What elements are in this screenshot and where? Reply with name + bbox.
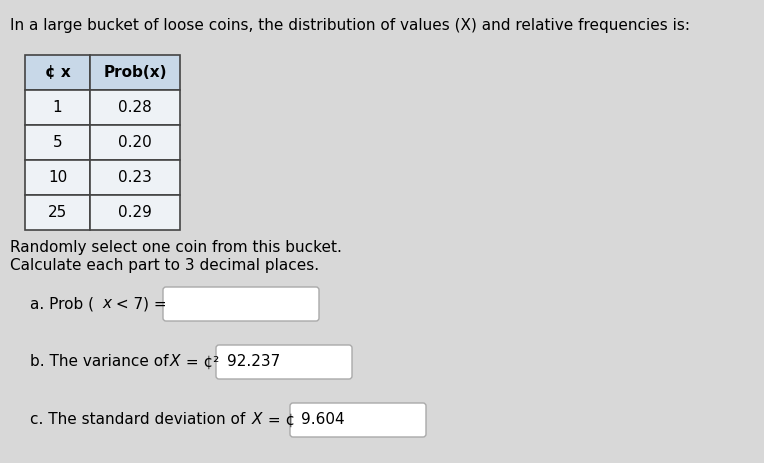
Text: Randomly select one coin from this bucket.: Randomly select one coin from this bucke…: [10, 240, 342, 255]
Text: 92.237: 92.237: [227, 355, 280, 369]
Text: c. The standard deviation of: c. The standard deviation of: [30, 413, 250, 427]
Text: 0.23: 0.23: [118, 170, 152, 185]
FancyBboxPatch shape: [163, 287, 319, 321]
FancyBboxPatch shape: [216, 345, 352, 379]
Text: 1: 1: [53, 100, 63, 115]
Text: In a large bucket of loose coins, the distribution of values (X) and relative fr: In a large bucket of loose coins, the di…: [10, 18, 690, 33]
Bar: [25, 90, 90, 125]
Text: 0.28: 0.28: [118, 100, 152, 115]
Text: 9.604: 9.604: [301, 413, 345, 427]
Bar: [25, 195, 90, 230]
Text: 10: 10: [48, 170, 67, 185]
Text: Calculate each part to 3 decimal places.: Calculate each part to 3 decimal places.: [10, 258, 319, 273]
Text: b. The variance of: b. The variance of: [30, 355, 173, 369]
Text: Prob(x): Prob(x): [103, 65, 167, 80]
Text: 25: 25: [48, 205, 67, 220]
Bar: [90, 195, 180, 230]
Text: = ¢²: = ¢²: [181, 355, 219, 369]
Bar: [90, 160, 180, 195]
Bar: [90, 55, 180, 90]
Bar: [25, 55, 90, 90]
Text: < 7) =: < 7) =: [111, 296, 167, 312]
Text: x: x: [102, 296, 111, 312]
Bar: [25, 125, 90, 160]
Bar: [90, 125, 180, 160]
Text: ¢ x: ¢ x: [44, 65, 70, 80]
Text: X: X: [170, 355, 180, 369]
Text: = ¢: = ¢: [263, 413, 295, 427]
Bar: [25, 160, 90, 195]
Text: 5: 5: [53, 135, 63, 150]
Text: a. Prob (: a. Prob (: [30, 296, 94, 312]
Text: X: X: [252, 413, 263, 427]
FancyBboxPatch shape: [290, 403, 426, 437]
Text: 0.29: 0.29: [118, 205, 152, 220]
Text: 0.20: 0.20: [118, 135, 152, 150]
Bar: [90, 90, 180, 125]
